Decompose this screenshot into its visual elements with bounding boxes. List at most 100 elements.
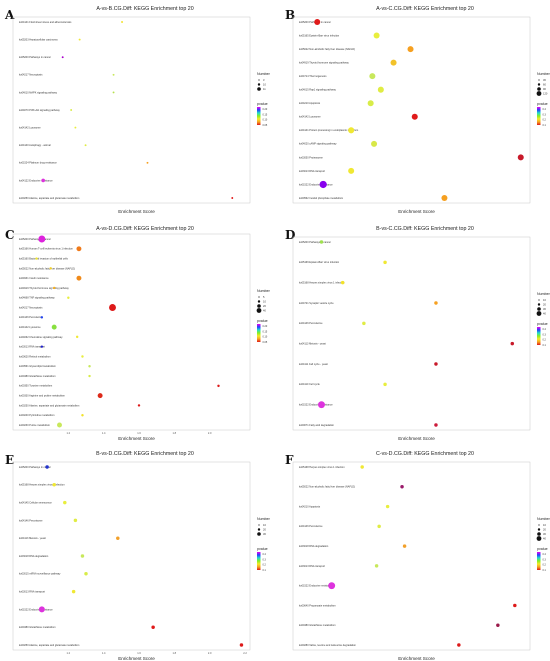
term-label: ko01522 Endocrine resistance	[299, 183, 333, 186]
size-legend-dot	[537, 87, 541, 91]
size-legend-title: Number	[537, 72, 550, 76]
term-label: ko00240 Pyrimidine metabolism	[19, 414, 54, 417]
size-legend-dot	[538, 79, 540, 81]
term-label: ko04146 Peroxisome	[299, 322, 323, 325]
term-label: ko04113 Meiosis - yeast	[19, 537, 46, 540]
data-point	[81, 355, 84, 358]
size-legend-dot	[537, 303, 541, 306]
x-axis-label: Enrichment Score	[398, 656, 435, 661]
color-legend-label: 0.3	[543, 333, 547, 336]
data-point	[328, 582, 336, 590]
size-legend-label: 10	[263, 83, 266, 87]
color-legend-label: 0.2	[263, 564, 267, 567]
term-label: ko05165 Epstein-Barr virus infection	[299, 34, 340, 37]
term-label: ko04062 Chemokine signaling pathway	[19, 336, 63, 339]
term-label: ko04931 Insulin resistance	[19, 277, 49, 280]
color-legend-label: 0.1	[263, 569, 267, 572]
x-axis-label: Enrichment Score	[118, 656, 155, 661]
data-point	[517, 154, 524, 161]
color-legend-label: 0.3	[543, 113, 547, 116]
data-point	[441, 194, 448, 202]
term-label: ko00250 Alanine, aspartate and glutamate…	[19, 644, 79, 647]
size-legend-label: 30	[543, 532, 546, 536]
x-tick-label: 1.4	[102, 651, 106, 655]
data-point	[318, 401, 325, 409]
term-label: ko05200 Pathways in cancer	[299, 241, 331, 244]
data-point	[71, 589, 76, 594]
data-point	[75, 335, 79, 339]
term-label: ko01522 Endocrine resistance	[299, 585, 333, 588]
x-axis-label: Enrichment Score	[398, 436, 435, 441]
x-tick-label: 1.8	[173, 431, 177, 435]
data-point	[76, 275, 82, 281]
term-label: ko05166 Human T-cell leukemia virus 1 in…	[19, 248, 73, 251]
data-point	[137, 404, 141, 407]
term-label: ko05022 Non-alcoholic fatty liver diseas…	[299, 48, 355, 51]
term-label: ko04140 Autophagy - animal	[19, 144, 51, 147]
size-legend-dot	[537, 307, 541, 311]
data-point	[457, 643, 461, 647]
term-label: ko00071 Fatty acid degradation	[299, 424, 335, 427]
size-legend-title: Number	[257, 517, 271, 521]
x-tick-label: 1.6	[137, 651, 141, 655]
data-point	[40, 345, 44, 348]
term-label: ko00562 Inositol phosphate metabolism	[299, 197, 343, 200]
size-legend-dot	[537, 532, 541, 536]
size-legend-dot	[257, 300, 261, 303]
size-legend-dot	[258, 296, 260, 298]
term-label: ko03018 RNA degradation	[299, 545, 329, 548]
x-tick-label: 1.6	[137, 431, 141, 435]
term-label: ko00230 Purine metabolism	[19, 424, 50, 427]
chart-title: A-vs-D.CG.Diff: KEGG Enrichment top 20	[96, 226, 194, 232]
size-legend-dot	[256, 308, 262, 313]
size-legend-label: 40	[543, 312, 546, 316]
term-label: ko00280 Valine, leucine and isoleucine d…	[299, 644, 357, 647]
term-label: ko04010 MAPK signaling pathway	[19, 91, 58, 94]
size-legend-label: 30	[543, 307, 546, 311]
data-point	[112, 91, 115, 94]
color-legend-label: 0.2	[543, 564, 547, 567]
data-point	[84, 572, 88, 576]
x-tick-label: 2.0	[208, 651, 212, 655]
panel-letter: B	[285, 8, 295, 22]
chart-title: A-vs-B.CG.Diff: KEGG Enrichment top 20	[96, 6, 193, 12]
panel-letter: F	[285, 453, 294, 467]
data-point	[362, 321, 366, 326]
data-point	[348, 127, 355, 134]
chart-panel-f: F C-vs-D.CG.Diff: KEGG Enrichment top 20 E…	[285, 451, 550, 661]
data-point	[88, 365, 91, 368]
data-point	[146, 161, 149, 164]
size-legend-dot	[257, 528, 261, 531]
data-point	[377, 86, 384, 93]
data-point	[63, 500, 67, 505]
color-legend-label: 0.15	[263, 330, 268, 333]
chart-title: A-vs-C.CG.Diff: KEGG Enrichment top 20	[376, 6, 474, 12]
data-point	[35, 257, 38, 260]
color-legend-title: pvalue	[537, 547, 548, 551]
data-point	[112, 73, 115, 76]
data-point	[41, 178, 46, 183]
term-label: ko00250 Alanine, aspartate and glutamate…	[19, 197, 79, 200]
data-point	[348, 167, 355, 174]
chart-title: B-vs-D.CG.Diff: KEGG Enrichment top 20	[96, 451, 194, 457]
x-axis-label: Enrichment Score	[398, 209, 435, 214]
x-tick-label: 2.2	[243, 651, 247, 655]
term-label: ko01522 Endocrine resistance	[299, 404, 333, 407]
size-legend-dot	[537, 83, 541, 86]
color-legend-label: 0.3	[543, 558, 547, 561]
data-point	[84, 144, 87, 147]
term-label: ko04146 Peroxisome	[19, 519, 43, 522]
x-axis-label: Enrichment Score	[118, 436, 155, 441]
data-point	[73, 518, 78, 523]
term-label: ko04113 Meiosis - yeast	[299, 343, 326, 346]
term-label: ko04141 Fluid shear stress and atheroscl…	[19, 21, 72, 24]
panel-letter: D	[285, 228, 295, 242]
plot-frame	[292, 16, 531, 204]
data-point	[400, 485, 404, 489]
data-point	[434, 362, 438, 366]
color-legend-bar	[257, 552, 261, 570]
size-legend-label: 10	[263, 523, 266, 527]
term-label: ko05200 Pathways in cancer	[19, 56, 51, 59]
data-point	[67, 296, 70, 299]
panel-letter: C	[5, 228, 15, 242]
